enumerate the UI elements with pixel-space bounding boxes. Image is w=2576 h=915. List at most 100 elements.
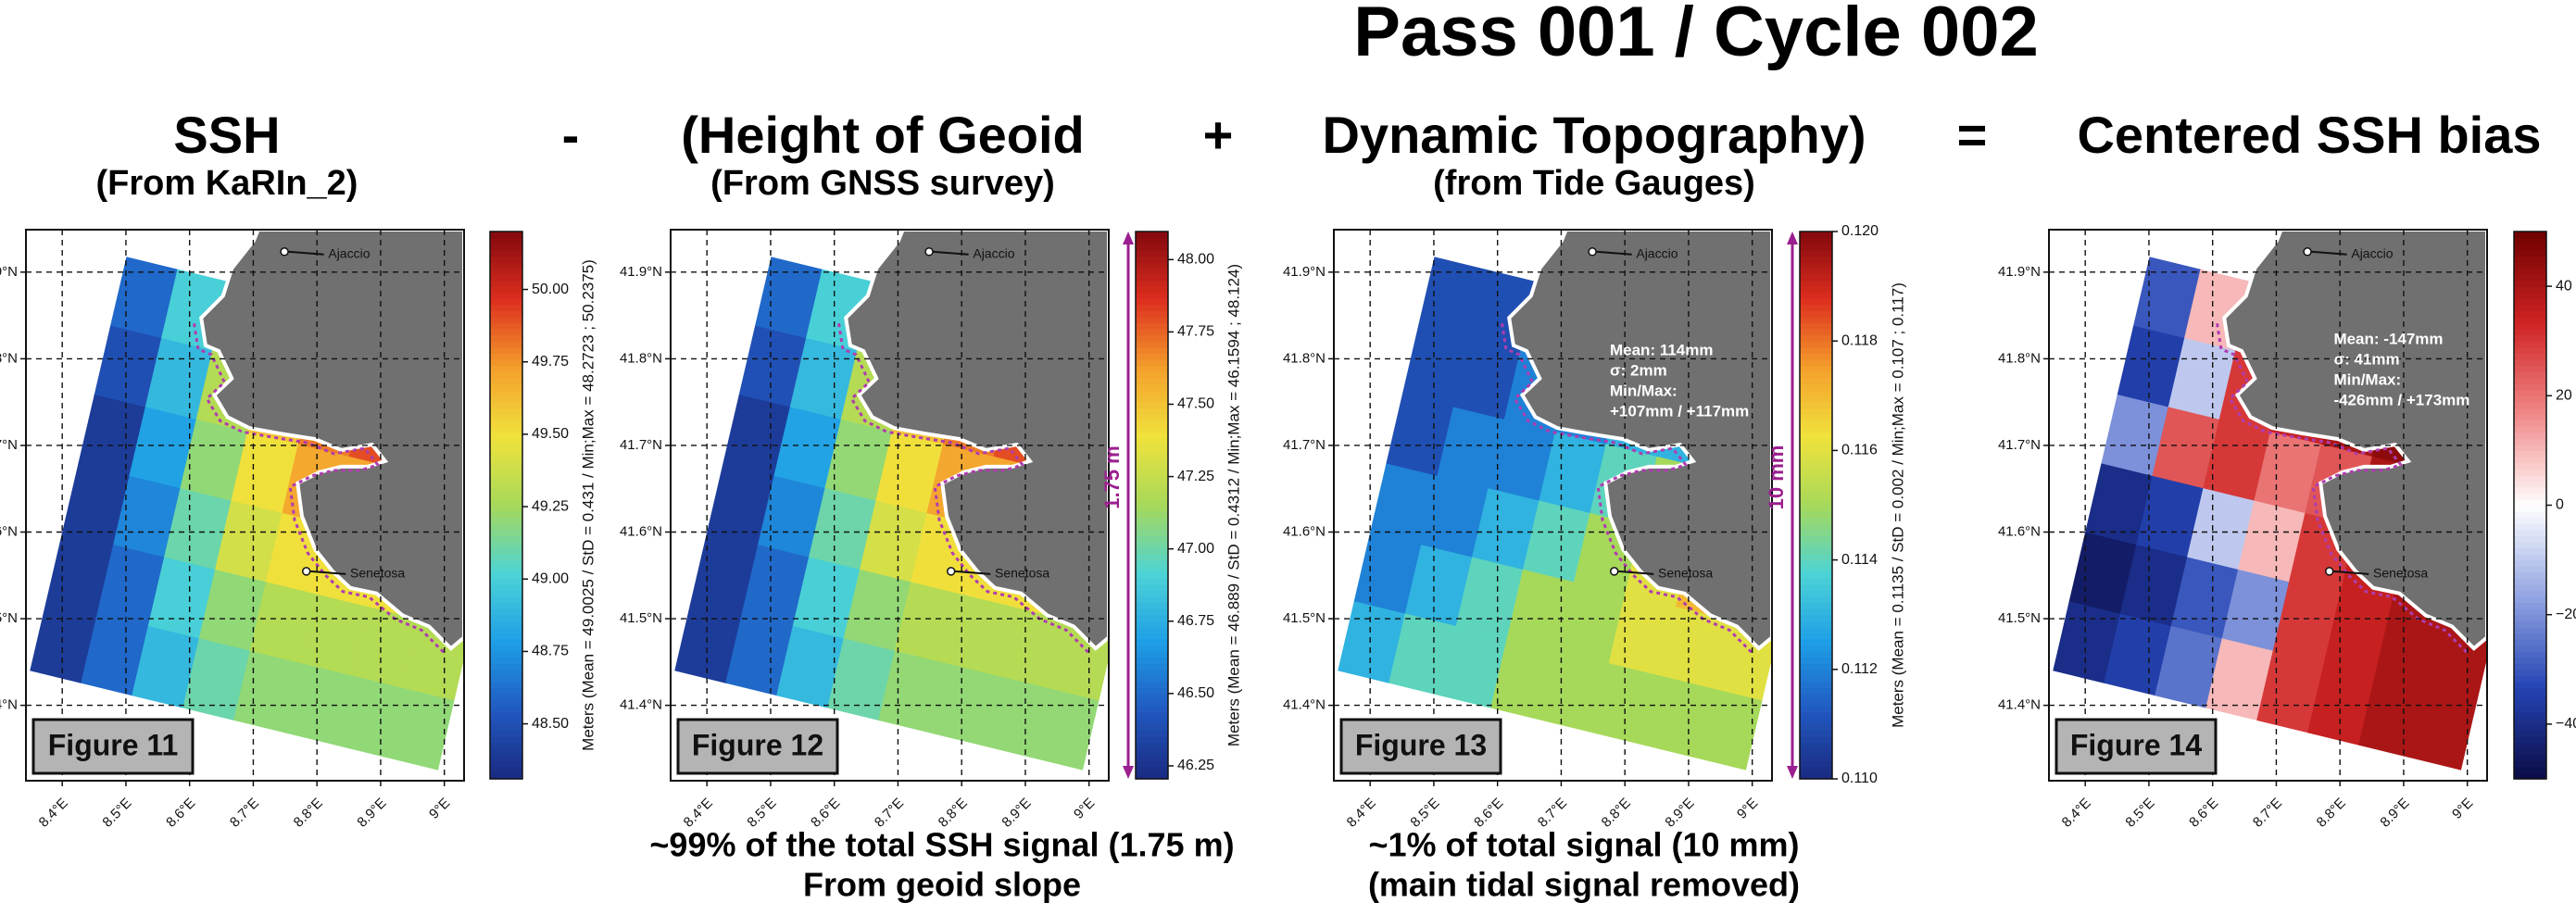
colorbar-swatch: [1136, 268, 1168, 274]
figure-label: Figure 12: [692, 728, 823, 761]
y-tick-label: 41.9°N: [1283, 264, 1326, 280]
colorbar-swatch: [2514, 760, 2546, 767]
colorbar-swatch: [1800, 450, 1832, 457]
y-tick-label: 41.8°N: [0, 350, 18, 366]
colorbar-swatch: [1800, 748, 1832, 755]
colorbar-swatch: [490, 286, 522, 293]
colorbar-swatch: [1800, 414, 1832, 420]
colorbar-swatch: [1800, 663, 1832, 670]
colorbar-swatch: [490, 317, 522, 323]
colorbar-swatch: [490, 736, 522, 743]
colorbar-swatch: [1800, 578, 1832, 584]
colorbar-swatch: [1800, 475, 1832, 482]
colorbar-swatch: [490, 499, 522, 506]
colorbar-swatch: [1800, 542, 1832, 548]
colorbar-swatch: [1800, 487, 1832, 494]
x-tick-label: 8.5°E: [99, 796, 134, 831]
y-tick-label: 41.9°N: [0, 264, 18, 280]
colorbar-swatch: [490, 438, 522, 445]
colorbar-swatch: [1136, 359, 1168, 366]
colorbar-swatch: [1136, 262, 1168, 269]
x-tick-label: 8.4°E: [2059, 796, 2094, 831]
colorbar-swatch: [1136, 469, 1168, 475]
colorbar-swatch: [1136, 560, 1168, 567]
colorbar-swatch: [1136, 700, 1168, 707]
place-label: Senetosa: [2373, 566, 2428, 581]
colorbar-swatch: [2514, 420, 2546, 427]
colorbar-swatch: [490, 378, 522, 384]
y-tick-label: 41.7°N: [620, 437, 662, 453]
colorbar-swatch: [1136, 530, 1168, 536]
colorbar-swatch: [1136, 736, 1168, 743]
y-tick-label: 41.7°N: [0, 437, 18, 453]
colorbar-swatch: [1800, 341, 1832, 347]
y-tick-label: 41.8°N: [1283, 350, 1326, 366]
colorbar-swatch: [1136, 506, 1168, 512]
colorbar-tick-label: −20: [2556, 607, 2576, 622]
colorbar-swatch: [1800, 365, 1832, 371]
y-tick-label: 41.7°N: [1998, 437, 2041, 453]
colorbar-swatch: [490, 694, 522, 700]
colorbar-swatch: [490, 670, 522, 676]
colorbar-swatch: [490, 535, 522, 542]
colorbar-swatch: [1136, 383, 1168, 390]
colorbar-swatch: [1136, 390, 1168, 396]
colorbar-tick-label: 48.50: [532, 716, 569, 732]
colorbar-swatch: [490, 511, 522, 518]
colorbar-swatch: [1800, 499, 1832, 506]
colorbar-swatch: [1136, 675, 1168, 682]
colorbar-swatch: [2514, 547, 2546, 554]
colorbar-swatch: [2514, 281, 2546, 287]
colorbar-swatch: [1800, 608, 1832, 615]
colorbar-swatch: [1136, 475, 1168, 482]
colorbar-tick-label: 20: [2556, 388, 2572, 404]
colorbar-swatch: [2514, 323, 2546, 330]
colorbar-swatch: [1136, 420, 1168, 427]
y-tick-label: 41.5°N: [0, 610, 18, 626]
colorbar-swatch: [2514, 426, 2546, 432]
colorbar-swatch: [490, 493, 522, 499]
colorbar-swatch: [490, 506, 522, 512]
place-label: Senetosa: [350, 566, 405, 581]
colorbar-swatch: [1800, 743, 1832, 749]
colorbar-swatch: [490, 639, 522, 646]
colorbar-tick-label: 46.50: [1177, 685, 1214, 701]
colorbar-swatch: [490, 420, 522, 427]
colorbar-tick-label: 48.75: [532, 644, 569, 659]
stats-text: -426mm / +173mm: [2333, 391, 2469, 408]
colorbar-swatch: [1136, 445, 1168, 451]
colorbar-swatch: [1136, 286, 1168, 293]
colorbar-label: Meters (Mean = 0.1135 / StD = 0.002 / Mi…: [1889, 282, 1906, 728]
colorbar-swatch: [1800, 535, 1832, 542]
x-tick-label: 8.7°E: [2250, 796, 2285, 831]
colorbar-swatch: [490, 743, 522, 749]
colorbar-swatch: [2514, 487, 2546, 494]
colorbar-swatch: [1136, 341, 1168, 347]
colorbar-swatch: [1136, 646, 1168, 652]
colorbar-swatch: [1136, 547, 1168, 554]
colorbar-swatch: [490, 310, 522, 317]
colorbar-swatch: [2514, 329, 2546, 335]
colorbar-swatch: [1136, 523, 1168, 530]
colorbar-tick-label: 0.120: [1841, 223, 1879, 239]
colorbar-swatch: [1800, 712, 1832, 719]
colorbar-swatch: [490, 281, 522, 287]
equation-subtitle: (from Tide Gauges): [1433, 164, 1755, 203]
colorbar-swatch: [1800, 432, 1832, 439]
colorbar-swatch: [1800, 390, 1832, 396]
colorbar-swatch: [490, 554, 522, 560]
x-tick-label: 9°E: [1071, 796, 1098, 822]
colorbar-swatch: [490, 469, 522, 475]
y-tick-label: 41.4°N: [0, 697, 18, 713]
colorbar-swatch: [1800, 633, 1832, 639]
range-annotation: 1.75 m: [1100, 445, 1124, 509]
colorbar-swatch: [1800, 463, 1832, 470]
colorbar-swatch: [2514, 730, 2546, 736]
colorbar-swatch: [1800, 688, 1832, 695]
colorbar-swatch: [490, 572, 522, 579]
colorbar-swatch: [490, 603, 522, 609]
colorbar-swatch: [490, 718, 522, 724]
x-tick-label: 8.7°E: [227, 796, 262, 831]
colorbar-swatch: [1136, 395, 1168, 402]
colorbar-swatch: [1136, 748, 1168, 755]
